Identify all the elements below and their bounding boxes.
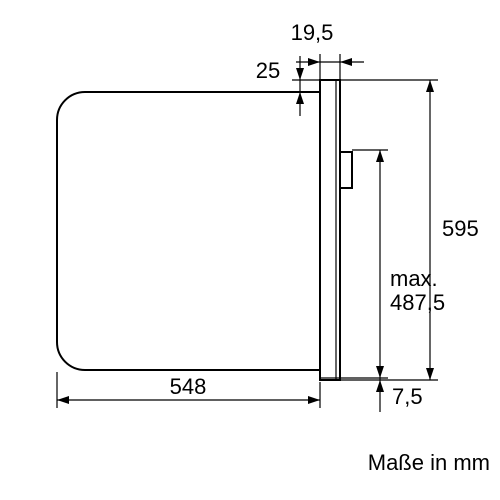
dim-548-label: 548	[170, 374, 207, 399]
dim-487-5-max: max.	[390, 266, 438, 291]
oven-body-outline	[57, 80, 352, 380]
units-caption: Maße in mm	[368, 450, 490, 475]
dim-595: 595	[340, 80, 479, 380]
technical-drawing: 548 19,5 25 595	[0, 0, 500, 500]
dim-487-5-label: 487,5	[390, 290, 445, 315]
dim-7-5: 7,5	[376, 378, 423, 412]
dim-19-5-label: 19,5	[291, 20, 334, 45]
door-handle	[340, 152, 352, 188]
dim-25-label: 25	[256, 58, 280, 83]
dim-548: 548	[57, 372, 320, 408]
dim-595-label: 595	[442, 216, 479, 241]
front-panel	[320, 80, 340, 380]
dim-7-5-label: 7,5	[392, 384, 423, 409]
dim-487-5: max. 487,5	[340, 150, 445, 378]
